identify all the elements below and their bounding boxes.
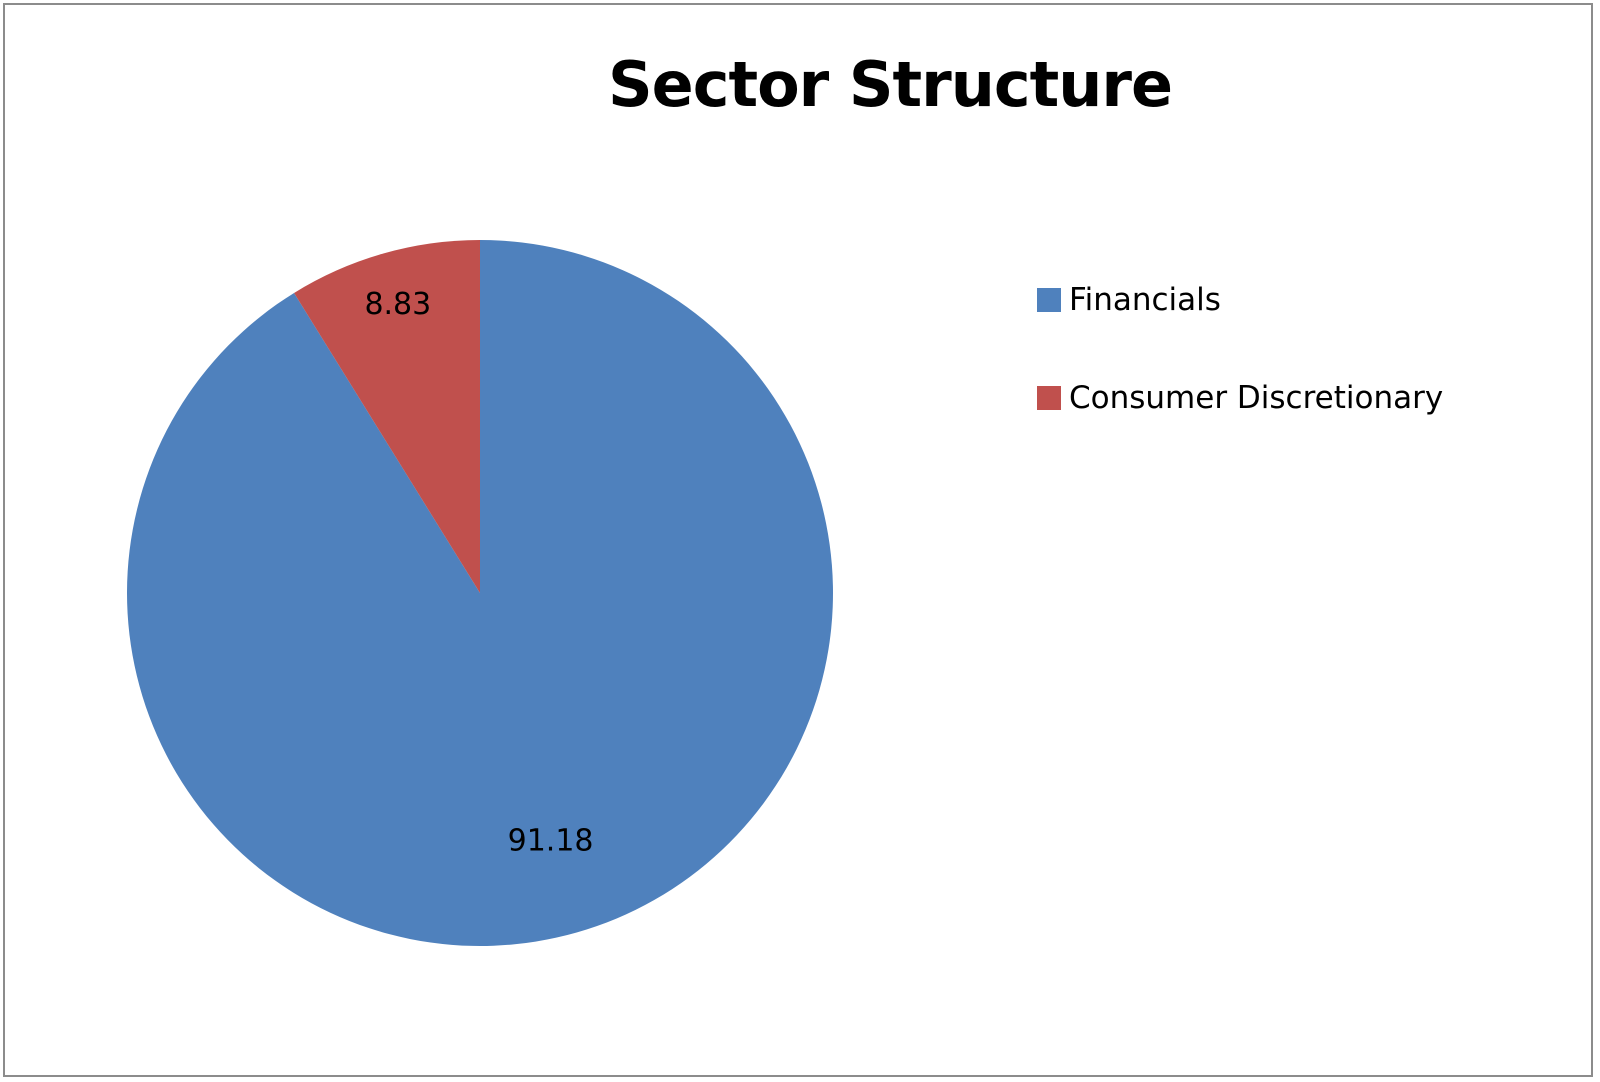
pie-data-labels: 91.18 8.83 bbox=[364, 287, 593, 858]
legend-item-financials: Financials bbox=[1037, 280, 1443, 320]
legend-label-consumer-discretionary: Consumer Discretionary bbox=[1069, 380, 1444, 416]
legend-swatch-consumer-discretionary bbox=[1037, 386, 1061, 410]
data-label-consumer-discretionary: 8.83 bbox=[364, 287, 431, 322]
pie-slice-consumer-discretionary bbox=[294, 240, 480, 593]
legend: Financials Consumer Discretionary bbox=[1037, 280, 1443, 476]
legend-swatch-financials bbox=[1037, 288, 1061, 312]
data-label-financials: 91.18 bbox=[508, 823, 594, 858]
pie-slices bbox=[126, 240, 833, 946]
chart-title: Sector Structure bbox=[607, 48, 1173, 121]
legend-label-financials: Financials bbox=[1069, 282, 1221, 318]
legend-item-consumer-discretionary: Consumer Discretionary bbox=[1037, 378, 1443, 418]
